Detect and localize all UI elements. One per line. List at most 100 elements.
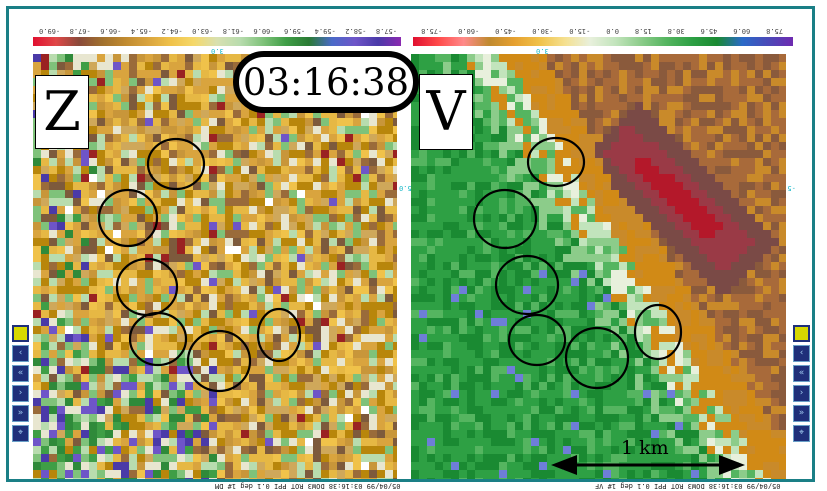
v-radar-cell [435,318,443,326]
v-radar-cell [715,238,723,246]
z-radar-cell [201,206,209,214]
v-radar-cell [507,278,515,286]
v-radar-cell [667,62,675,70]
z-radar-cell [161,366,169,374]
z-radar-cell [113,390,121,398]
z-radar-cell [169,126,177,134]
z-radar-cell [249,166,257,174]
v-radar-cell [523,366,531,374]
v-radar-cell [699,86,707,94]
z-radar-cell [193,374,201,382]
z-radar-cell [57,422,65,430]
v-radar-cell [723,270,731,278]
z-radar-cell [321,358,329,366]
v-radar-cell [555,102,563,110]
v-radar-cell [467,254,475,262]
v-radar-cell [699,158,707,166]
z-radar-cell [41,382,49,390]
z-radar-cell [193,478,201,479]
v-radar-cell [731,70,739,78]
z-radar-cell [137,142,145,150]
z-radar-cell [97,134,105,142]
v-radar-cell [691,286,699,294]
z-radar-cell [345,198,353,206]
z-radar-cell [393,142,397,150]
v-radar-cell [747,350,755,358]
z-radar-cell [145,382,153,390]
v-radar-cell [531,166,539,174]
v-radar-cell [715,438,723,446]
z-radar-cell [353,158,361,166]
v-radar-cell [747,262,755,270]
z-radar-cell [297,254,305,262]
v-radar-cell [731,294,739,302]
z-radar-cell [209,150,217,158]
z-radar-cell [281,406,289,414]
v-radar-cell [467,182,475,190]
z-radar-cell [129,166,137,174]
v-radar-cell [595,182,603,190]
z-radar-cell [73,326,81,334]
v-radar-cell [563,262,571,270]
z-radar-cell [57,238,65,246]
z-radar-cell [49,382,57,390]
z-radar-cell [121,398,129,406]
v-radar-cell [715,342,723,350]
z-radar-cell [249,118,257,126]
z-radar-cell [105,406,113,414]
v-radar-cell [467,310,475,318]
z-colorbar [33,37,401,46]
v-radar-cell [467,270,475,278]
v-radar-cell [603,70,611,78]
z-radar-cell [345,334,353,342]
z-radar-cell [161,430,169,438]
z-radar-cell [169,390,177,398]
v-radar-cell [459,262,467,270]
v-radar-cell [595,230,603,238]
z-radar-cell [321,390,329,398]
v-radar-cell [651,278,659,286]
z-radar-cell [105,478,113,479]
z-radar-cell [281,366,289,374]
z-radar-cell [353,206,361,214]
z-radar-cell [345,414,353,422]
z-radar-cell [361,182,369,190]
z-radar-cell [153,366,161,374]
v-radar-cell [715,182,723,190]
v-radar-cell [635,190,643,198]
v-radar-cell [459,62,467,70]
z-radar-cell [217,142,225,150]
z-radar-cell [313,174,321,182]
z-radar-cell [97,230,105,238]
v-radar-cell [707,166,715,174]
z-radar-cell [305,118,313,126]
v-radar-cell [683,86,691,94]
v-radar-cell [435,158,443,166]
v-radar-cell [595,254,603,262]
v-radar-cell [467,166,475,174]
z-radar-cell [121,86,129,94]
v-radar-cell [715,398,723,406]
z-radar-cell [329,190,337,198]
v-radar-cell [651,54,659,62]
z-radar-cell [49,62,57,70]
v-radar-cell [491,254,499,262]
z-radar-cell [233,422,241,430]
z-radar-cell [153,422,161,430]
z-radar-cell [321,150,329,158]
z-radar-cell [369,438,377,446]
v-radar-cell [491,70,499,78]
v-radar-cell [587,222,595,230]
z-radar-cell [169,414,177,422]
z-radar-cell [377,366,385,374]
z-radar-cell [369,326,377,334]
v-radar-cell [475,118,483,126]
v-radar-cell [515,86,523,94]
v-radar-cell [715,382,723,390]
z-radar-cell [201,222,209,230]
z-radar-cell [89,166,97,174]
z-radar-cell [57,462,65,470]
z-radar-cell [161,190,169,198]
z-radar-cell [313,438,321,446]
v-radar-cell [611,158,619,166]
